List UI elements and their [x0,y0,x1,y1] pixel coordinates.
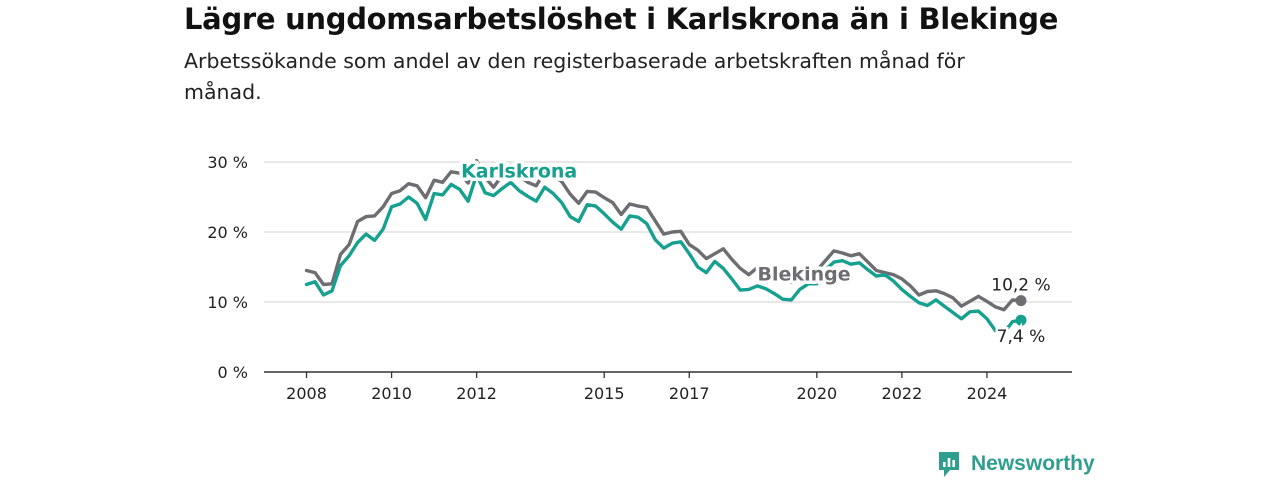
newsworthy-logo: Newsworthy [937,449,1095,479]
end-point-blekinge [1015,295,1027,307]
y-tick-label: 0 % [218,363,248,382]
newsworthy-logo-icon [939,452,959,477]
series-label-blekinge: Blekinge [758,263,851,285]
y-tick-label: 20 % [207,223,248,242]
x-tick-label: 2022 [882,384,923,403]
x-tick-label: 2010 [371,384,412,403]
x-tick-label: 2024 [967,384,1008,403]
x-tick-label: 2008 [286,384,327,403]
series-line-blekinge [304,158,1023,312]
x-tick-label: 2012 [456,384,497,403]
chart-subtitle: Arbetssökande som andel av den registerb… [184,49,965,104]
end-value-label-blekinge: 10,2 % [991,276,1050,296]
end-point-karlskrona [1015,314,1027,326]
y-tick-label: 10 % [207,293,248,312]
x-tick-label: 2015 [584,384,625,403]
chart-annotations: Karlskrona Blekinge 10,2 % 7,4 % [458,157,1051,350]
x-axis: 2008 2010 2012 2015 2017 2020 2022 2024 [264,371,1072,403]
chart-title: Lägre ungdomsarbetslöshet i Karlskrona ä… [184,2,1059,36]
x-tick-label: 2017 [669,384,710,403]
end-value-label-karlskrona: 7,4 % [997,327,1046,347]
brand-name: Newsworthy [971,452,1095,475]
y-axis: 0 % 10 % 20 % 30 % [207,153,248,382]
series-line-karlskrona [304,172,1023,335]
x-tick-label: 2020 [796,384,837,403]
series-label-karlskrona: Karlskrona [461,160,577,182]
y-tick-label: 30 % [207,153,248,172]
series-lines [304,158,1027,335]
